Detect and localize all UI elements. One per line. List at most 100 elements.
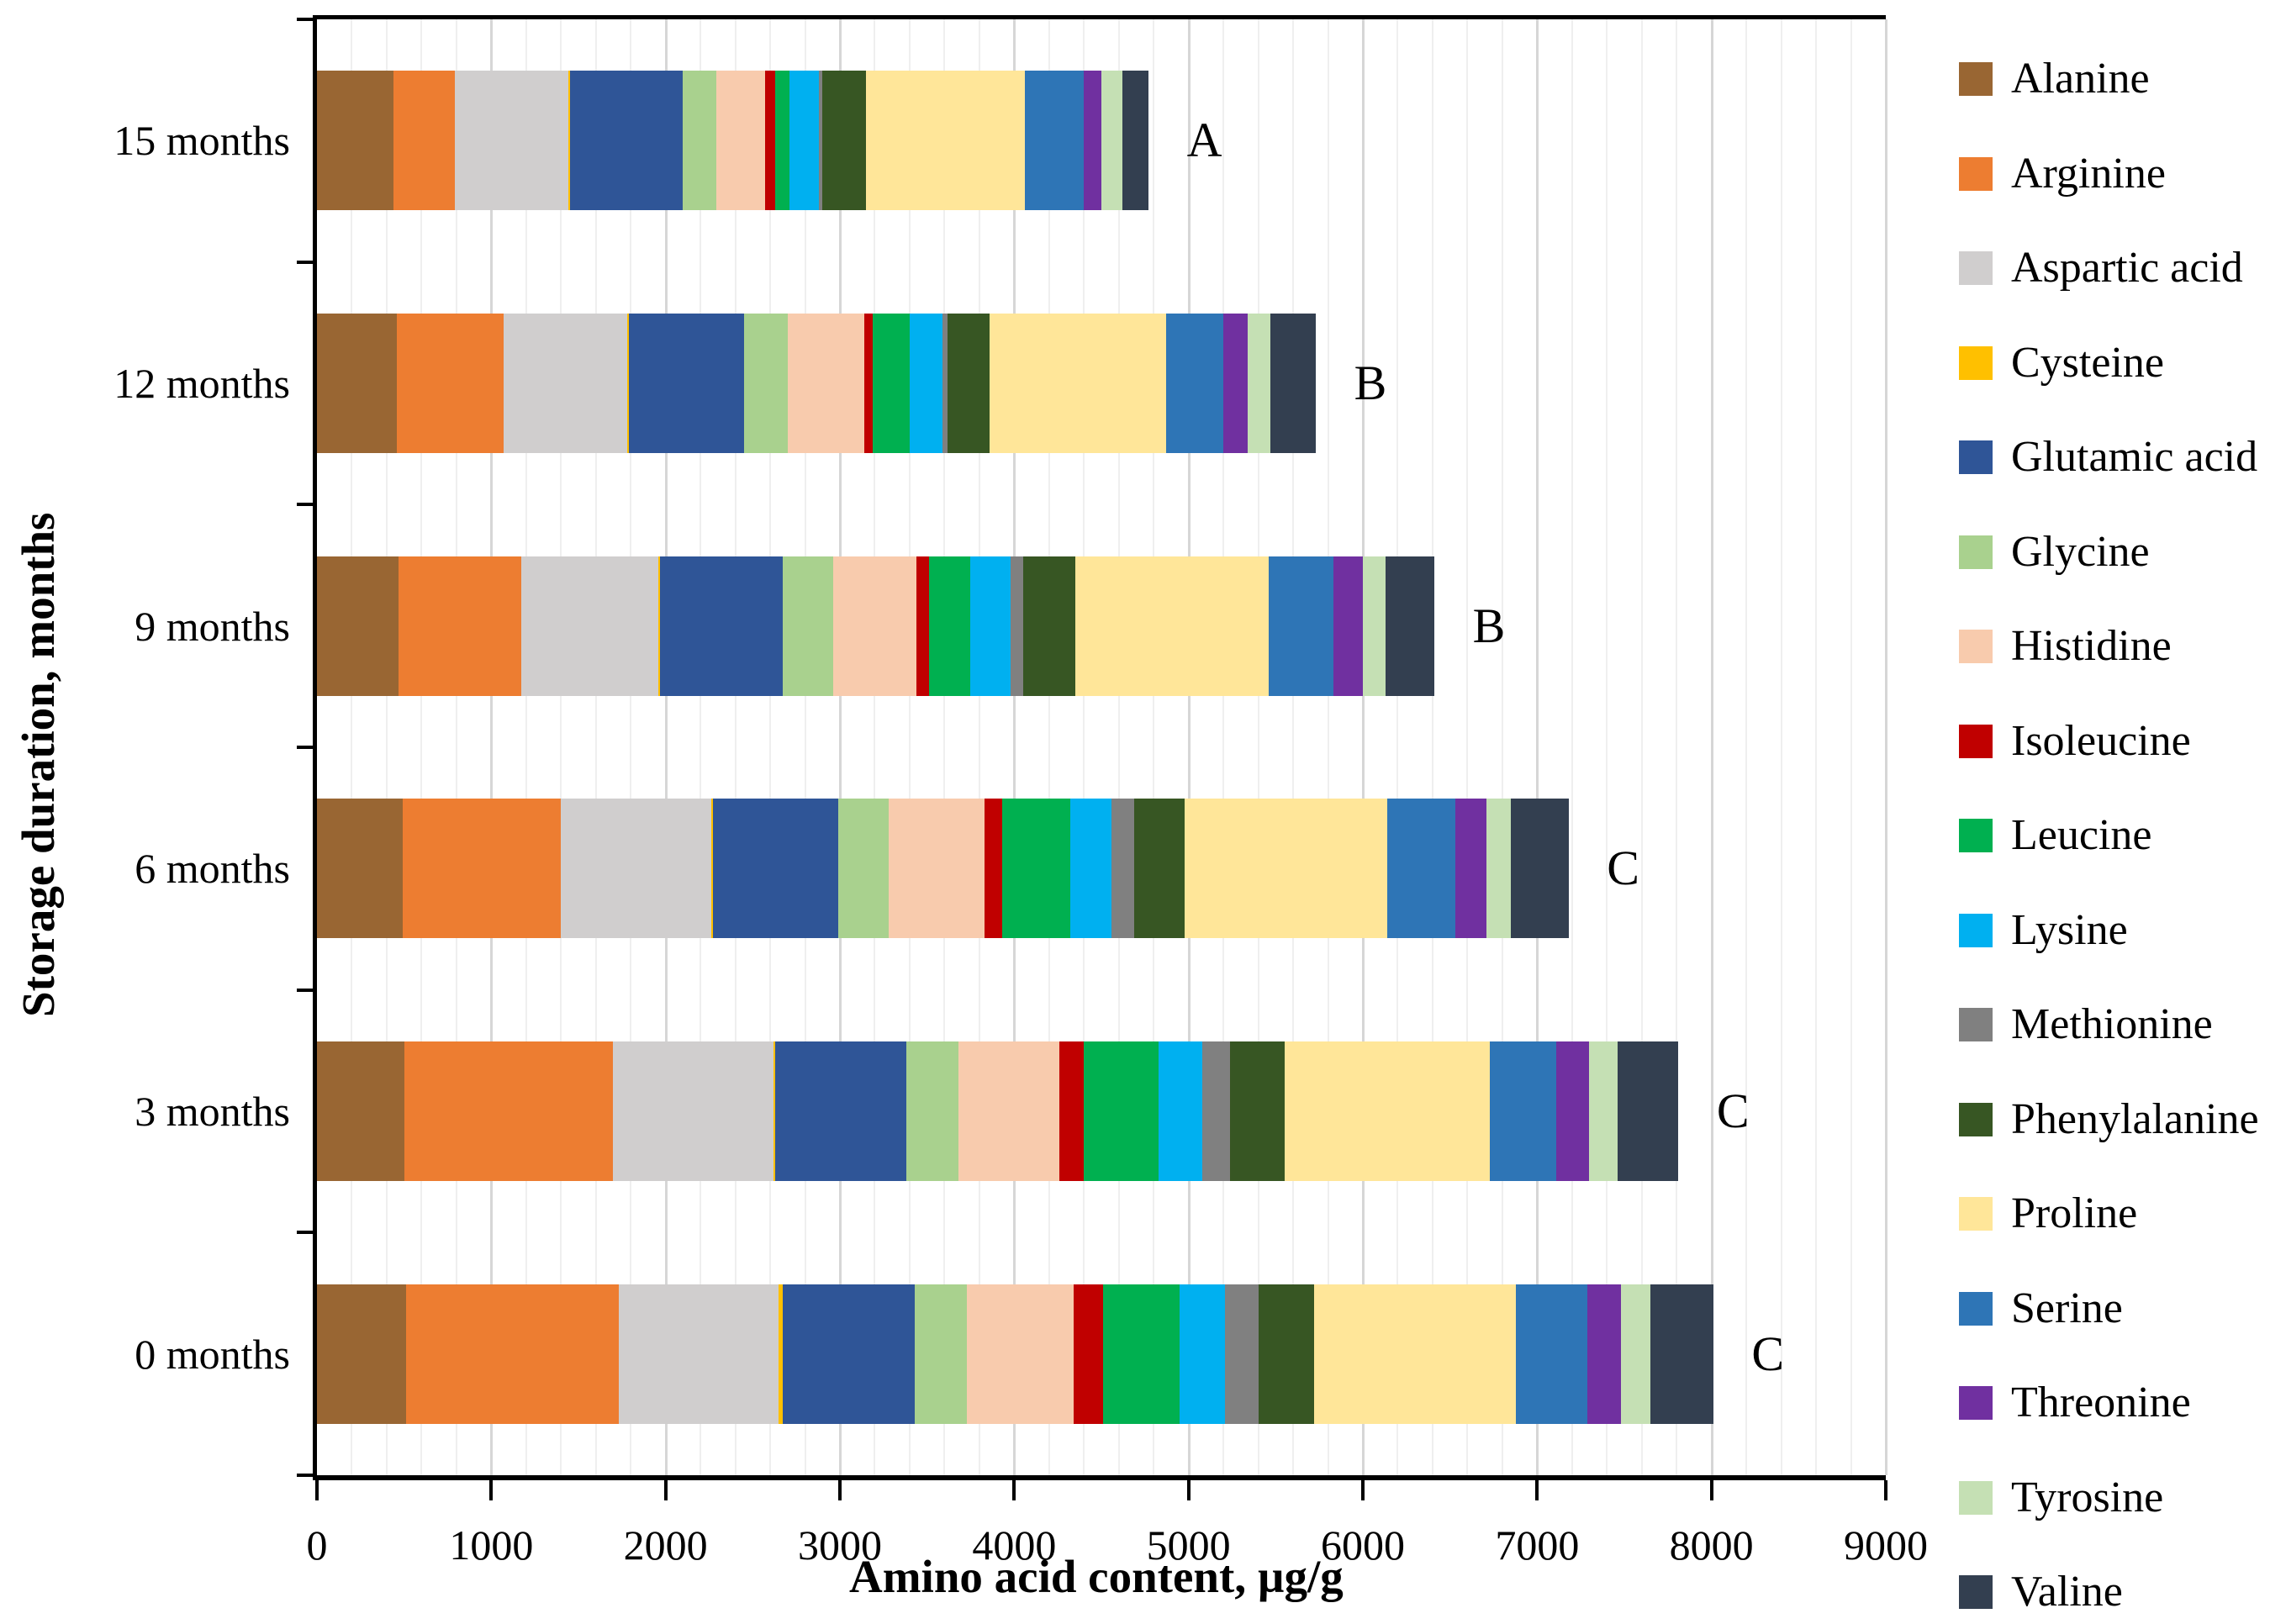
category-label: 12 months bbox=[114, 360, 290, 407]
minor-gridline bbox=[1396, 19, 1399, 1475]
legend-item-Isoleucine: Isoleucine bbox=[1959, 719, 2191, 763]
legend-label: Glutamic acid bbox=[2011, 433, 2258, 481]
major-gridline bbox=[1536, 19, 1539, 1475]
segment-Valine bbox=[1511, 799, 1569, 939]
x-tick-mark bbox=[1709, 1480, 1713, 1500]
segment-Isoleucine bbox=[1059, 1041, 1085, 1181]
x-tick-label: 9000 bbox=[1844, 1521, 1928, 1569]
segment-Tyrosine bbox=[1248, 314, 1270, 453]
major-gridline bbox=[1710, 19, 1713, 1475]
segment-Methionine bbox=[1111, 799, 1135, 939]
minor-gridline bbox=[874, 19, 876, 1475]
segment-Arginine bbox=[405, 1284, 619, 1424]
major-gridline bbox=[1013, 19, 1016, 1475]
legend-swatch-icon bbox=[1959, 1008, 1993, 1041]
significance-letter: B bbox=[1354, 356, 1387, 410]
segment-Histidine bbox=[787, 314, 864, 453]
y-tick-mark bbox=[297, 1231, 317, 1235]
legend-swatch-icon bbox=[1959, 251, 1993, 285]
x-tick-mark bbox=[838, 1480, 842, 1500]
segment-Methionine bbox=[819, 71, 823, 211]
minor-gridline bbox=[1117, 19, 1120, 1475]
legend-item-Proline: Proline bbox=[1959, 1192, 2137, 1236]
minor-gridline bbox=[1327, 19, 1329, 1475]
segment-Leucine bbox=[1103, 1284, 1180, 1424]
legend-label: Histidine bbox=[2011, 622, 2172, 670]
legend-swatch-icon bbox=[1959, 1575, 1993, 1609]
y-tick-mark bbox=[297, 1474, 317, 1477]
x-tick-mark bbox=[663, 1480, 668, 1500]
segment-Proline bbox=[990, 314, 1166, 453]
plot-area bbox=[317, 19, 1887, 1475]
minor-gridline bbox=[943, 19, 946, 1475]
legend-item-Lysine: Lysine bbox=[1959, 908, 2128, 952]
legend-swatch-icon bbox=[1959, 1386, 1993, 1420]
segment-Glycine bbox=[905, 1041, 958, 1181]
y-tick-mark bbox=[297, 746, 317, 749]
segment-Arginine bbox=[397, 314, 504, 453]
segment-Cysteine bbox=[779, 1284, 783, 1424]
legend-item-Valine: Valine bbox=[1959, 1570, 2123, 1614]
category-label: 6 months bbox=[135, 845, 290, 893]
segment-Histidine bbox=[967, 1284, 1074, 1424]
legend-swatch-icon bbox=[1959, 630, 1993, 663]
major-gridline bbox=[1362, 19, 1365, 1475]
legend-swatch-icon bbox=[1959, 1291, 1993, 1326]
segment-Methionine bbox=[1225, 1284, 1259, 1424]
segment-Glutamic-acid bbox=[660, 556, 783, 696]
legend-item-Cysteine: Cysteine bbox=[1959, 340, 2164, 385]
segment-Proline bbox=[1185, 799, 1387, 939]
legend-label: Alanine bbox=[2011, 55, 2150, 103]
segment-Serine bbox=[1165, 314, 1224, 453]
segment-Tyrosine bbox=[1589, 1041, 1618, 1181]
legend-swatch-icon bbox=[1959, 156, 1993, 191]
legend-swatch-icon bbox=[1959, 345, 1993, 380]
legend-label: Proline bbox=[2011, 1189, 2138, 1237]
segment-Cysteine bbox=[710, 799, 713, 939]
segment-Threonine bbox=[1454, 799, 1487, 939]
segment-Tyrosine bbox=[1101, 71, 1122, 211]
segment-Methionine bbox=[1011, 556, 1023, 696]
segment-Cysteine bbox=[568, 71, 570, 211]
minor-gridline bbox=[769, 19, 772, 1475]
minor-gridline bbox=[1431, 19, 1433, 1475]
minor-gridline bbox=[1640, 19, 1643, 1475]
category-label: 3 months bbox=[135, 1088, 290, 1135]
major-gridline bbox=[490, 19, 494, 1475]
legend-label: Aspartic acid bbox=[2011, 244, 2243, 292]
x-tick-mark bbox=[1884, 1480, 1887, 1500]
segment-Aspartic-acid bbox=[503, 314, 628, 453]
minor-gridline bbox=[594, 19, 597, 1475]
legend-label: Leucine bbox=[2011, 811, 2152, 859]
minor-gridline bbox=[525, 19, 527, 1475]
major-gridline bbox=[839, 19, 842, 1475]
minor-gridline bbox=[385, 19, 388, 1475]
legend-item-Phenylalanine: Phenylalanine bbox=[1959, 1097, 2259, 1142]
legend-swatch-icon bbox=[1959, 1102, 1993, 1136]
y-tick-mark bbox=[297, 18, 317, 21]
segment-Lysine bbox=[789, 71, 820, 211]
segment-Proline bbox=[1074, 556, 1269, 696]
segment-Methionine bbox=[942, 314, 948, 453]
legend-swatch-icon bbox=[1959, 535, 1993, 569]
segment-Isoleucine bbox=[863, 314, 874, 453]
x-axis-title: Amino acid content, µg/g bbox=[849, 1551, 1344, 1602]
segment-Arginine bbox=[393, 71, 455, 211]
segment-Aspartic-acid bbox=[561, 799, 711, 939]
segment-Histidine bbox=[715, 71, 765, 211]
x-tick-label: 4000 bbox=[972, 1521, 1057, 1569]
legend-item-Glutamic-acid: Glutamic acid bbox=[1959, 435, 2257, 479]
legend-swatch-icon bbox=[1959, 819, 1993, 852]
segment-Serine bbox=[1516, 1284, 1588, 1424]
legend-swatch-icon bbox=[1959, 62, 1993, 96]
segment-Arginine bbox=[399, 556, 521, 696]
x-tick-label: 6000 bbox=[1321, 1521, 1405, 1569]
segment-Proline bbox=[1284, 1041, 1491, 1181]
segment-Lysine bbox=[1180, 1284, 1226, 1424]
legend-label: Tyrosine bbox=[2011, 1473, 2164, 1521]
legend-item-Arginine: Arginine bbox=[1959, 151, 2166, 196]
segment-Phenylalanine bbox=[948, 314, 990, 453]
x-tick-label: 5000 bbox=[1146, 1521, 1231, 1569]
segment-Proline bbox=[866, 71, 1025, 211]
